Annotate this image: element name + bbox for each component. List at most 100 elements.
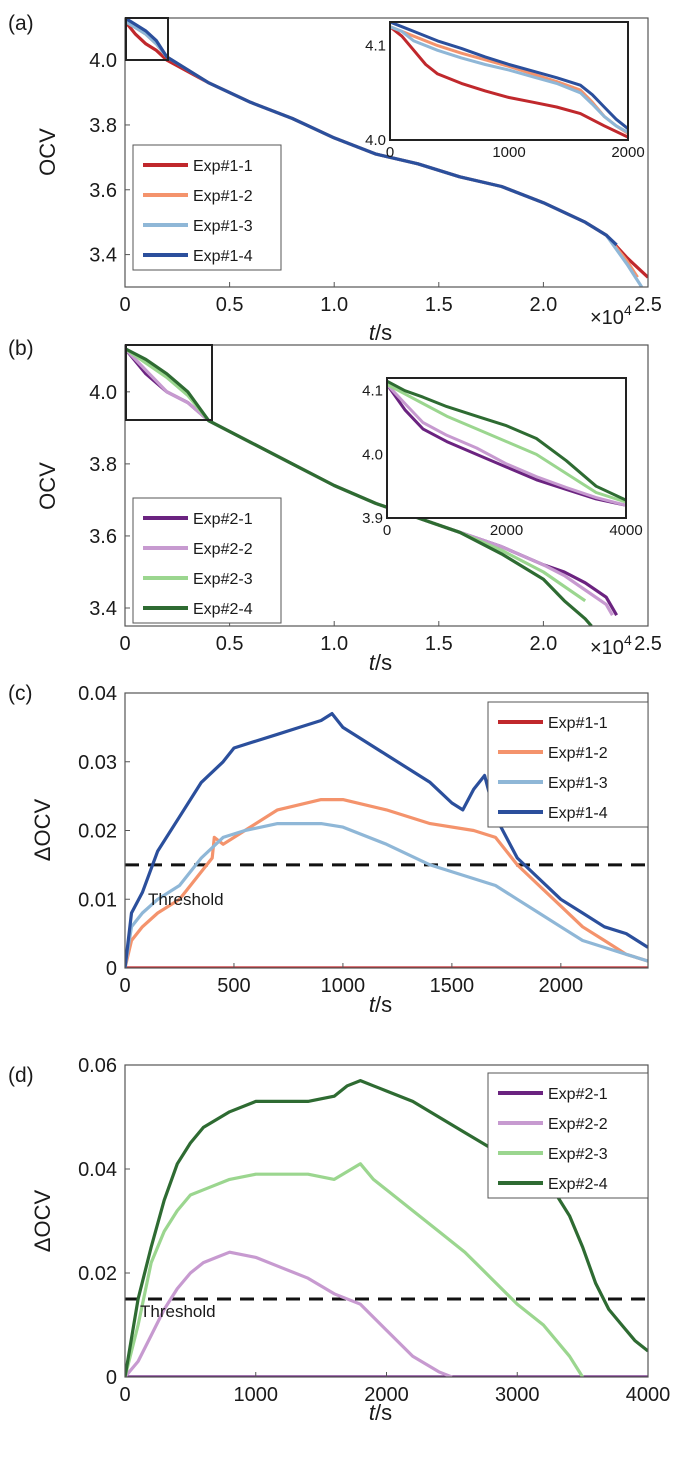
legend-entry-label: Exp#2-4 [193, 601, 253, 618]
y-tick-label: 3.4 [89, 598, 117, 620]
series-line [125, 347, 593, 626]
y-axis-label: ΔOCV [30, 1189, 55, 1252]
inset-x-tick-label: 2000 [490, 522, 523, 539]
x-axis-label-italic: t [369, 992, 376, 1017]
chart-panel: (b) 0 0.5 1.0 1.5 2.0 2.5 3.4 3.6 3.8 4.0 OCV t/s ×10… [8, 337, 662, 675]
x-axis-label: t/s [369, 650, 392, 675]
y-tick-label: 4.0 [89, 50, 117, 72]
legend-entry-label: Exp#1-4 [193, 248, 253, 265]
plot-area [125, 1078, 648, 1377]
legend-entry-label: Exp#1-4 [548, 805, 608, 822]
y-tick-label: 4.0 [89, 382, 117, 404]
y-tick-label: 0.01 [78, 889, 117, 911]
legend: Exp#2-1 Exp#2-2 Exp#2-3 Exp#2-4 [132, 497, 282, 624]
series-line [125, 711, 648, 968]
series-line [125, 797, 648, 968]
y-tick-label: 0.04 [78, 1159, 117, 1181]
x-tick-label: 1000 [321, 975, 366, 997]
series-line [125, 18, 618, 247]
inset-series-line [390, 25, 628, 139]
x-tick-label: 1.5 [425, 633, 453, 655]
legend-entry-label: Exp#1-3 [548, 775, 608, 792]
inset-x-tick-label: 4000 [609, 522, 642, 539]
plot-area [125, 347, 618, 626]
inset-series-line [387, 383, 626, 507]
x-tick-label: 0.5 [216, 294, 244, 316]
x-tick-label: 1000 [234, 1384, 279, 1406]
plot-area [125, 711, 648, 968]
x-axis-label: t/s [369, 992, 392, 1017]
series-line [125, 1162, 584, 1377]
legend-entry-label: Exp#1-1 [193, 158, 253, 175]
legend-entry-label: Exp#2-4 [548, 1176, 608, 1193]
inset-series-line [387, 383, 626, 507]
x-tick-label: 500 [217, 975, 250, 997]
inset-plot-area [390, 22, 628, 139]
inset-chart: 0 1000 2000 4.0 4.1 [365, 21, 645, 161]
inset-series-line [390, 22, 628, 130]
y-tick-label: 0.03 [78, 752, 117, 774]
zoom-region-box [125, 17, 169, 61]
series-line [125, 1078, 648, 1377]
chart-panel: (d) 0 1000 2000 3000 4000 0 0.02 0.04 0.06 ΔOCV t/s… [8, 1055, 670, 1425]
x-tick-label: 0 [119, 975, 130, 997]
y-axis-label: OCV [35, 128, 60, 176]
legend-entry-label: Exp#2-1 [548, 1086, 608, 1103]
x-multiplier: ×104 [590, 632, 632, 659]
inset-chart: 0 2000 4000 3.9 4.0 4.1 [362, 377, 643, 539]
panel-label: (d) [8, 1064, 34, 1087]
legend: Exp#1-1 Exp#1-2 Exp#1-3 Exp#1-4 [487, 701, 649, 828]
inset-frame [389, 21, 629, 141]
x-multiplier: ×104 [590, 302, 632, 329]
y-tick-label: 0.02 [78, 1263, 117, 1285]
legend-entry-label: Exp#2-2 [548, 1116, 608, 1133]
inset-x-tick-label: 0 [383, 522, 391, 539]
x-tick-label: 2.0 [529, 633, 557, 655]
series-line [125, 1250, 453, 1377]
x-tick-label: 0 [119, 633, 130, 655]
y-tick-label: 3.6 [89, 180, 117, 202]
panel-label: (c) [8, 682, 33, 705]
x-tick-label: 2.0 [529, 294, 557, 316]
inset-series-line [387, 383, 626, 504]
inset-y-tick-label: 3.9 [362, 510, 383, 527]
x-axis-label-unit: /s [375, 992, 392, 1017]
chart-panel: (c) 0 500 1000 1500 2000 0 0.01 0.02 0.03 0.04 ΔOCV… [8, 682, 649, 1017]
panel-label: (a) [8, 12, 34, 35]
plot-frame [124, 344, 649, 627]
threshold-label: Threshold [140, 1302, 216, 1321]
legend-entry-label: Exp#2-1 [193, 511, 253, 528]
inset-plot-area [387, 379, 626, 507]
legend: Exp#2-1 Exp#2-2 Exp#2-3 Exp#2-4 [487, 1072, 649, 1199]
x-tick-label: 3000 [495, 1384, 540, 1406]
y-tick-label: 3.6 [89, 526, 117, 548]
x-axis-label-unit: /s [375, 320, 392, 345]
x-tick-label: 0.5 [216, 633, 244, 655]
x-tick-label: 2.5 [634, 294, 662, 316]
legend: Exp#1-1 Exp#1-2 Exp#1-3 Exp#1-4 [132, 144, 282, 271]
legend-entry-label: Exp#2-3 [548, 1146, 608, 1163]
inset-series-line [390, 25, 628, 134]
x-axis-label-unit: /s [375, 650, 392, 675]
x-tick-label: 0 [119, 1384, 130, 1406]
y-axis-label: ΔOCV [30, 798, 55, 861]
zoom-region-box [125, 344, 213, 421]
y-tick-label: 0.02 [78, 821, 117, 843]
chart-panel: (a) 0 0.5 1.0 1.5 2.0 2.5 3.4 3.6 3.8 4.0 OCV t/s ×10… [8, 12, 662, 345]
y-tick-label: 3.8 [89, 115, 117, 137]
threshold-label: Threshold [148, 890, 224, 909]
plot-area [125, 18, 648, 287]
series-line [125, 821, 648, 968]
inset-x-tick-label: 0 [386, 144, 394, 161]
plot-frame [124, 17, 649, 288]
inset-y-tick-label: 4.0 [365, 132, 386, 149]
legend-entry-label: Exp#1-3 [193, 218, 253, 235]
inset-y-tick-label: 4.1 [362, 383, 383, 400]
x-multiplier-exponent: 4 [624, 632, 632, 648]
legend-entry-label: Exp#1-2 [193, 188, 253, 205]
inset-y-tick-label: 4.0 [362, 446, 383, 463]
x-axis-label-italic: t [369, 650, 376, 675]
y-tick-label: 0 [106, 958, 117, 980]
x-axis-label-italic: t [369, 1400, 376, 1425]
x-multiplier-exponent: 4 [624, 302, 632, 318]
